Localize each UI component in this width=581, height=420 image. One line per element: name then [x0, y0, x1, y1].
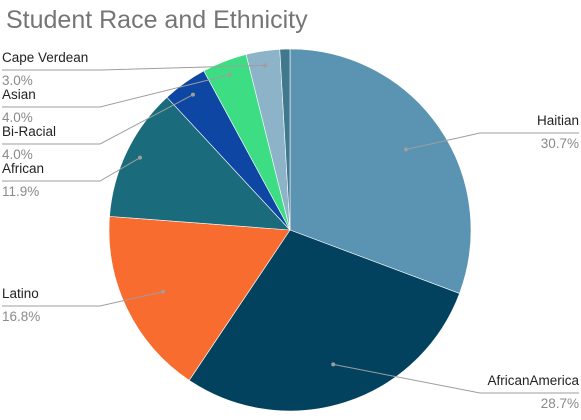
slice-value-haitian: 30.7% [541, 136, 579, 151]
leader-line-latino [2, 291, 164, 307]
leader-dot-latino [161, 289, 166, 294]
pie-slice-africanamerica [188, 229, 460, 412]
pie-slice-unlabeled [279, 48, 291, 231]
slice-label-bi-racial: Bi-Racial [2, 124, 56, 139]
slice-label-cape-verdean: Cape Verdean [2, 50, 88, 65]
pie-slice-latino [108, 216, 291, 381]
slice-label-africanamerica: AfricanAmerica [487, 373, 579, 388]
slice-value-latino: 16.8% [2, 309, 40, 324]
leader-dot-african [138, 155, 143, 160]
slice-value-cape-verdean: 3.0% [2, 73, 33, 88]
leader-dot-bi-racial [190, 92, 195, 97]
leader-line-haitian [405, 132, 579, 151]
slice-value-asian: 4.0% [2, 110, 33, 125]
leader-line-asian [2, 74, 230, 108]
slice-value-african: 11.9% [2, 184, 39, 199]
leader-line-cape-verdean [2, 64, 265, 71]
slice-label-african: African [2, 161, 44, 176]
leader-line-africanamerica [333, 363, 579, 394]
pie-slice-haitian [289, 48, 472, 294]
leader-dot-africanamerica [331, 362, 336, 367]
leader-line-african [2, 157, 141, 182]
chart-title: Student Race and Ethnicity [6, 6, 308, 34]
slice-label-asian: Asian [2, 87, 36, 102]
leader-line-bi-racial [2, 94, 194, 145]
slice-label-haitian: Haitian [537, 113, 579, 128]
leader-dot-haitian [404, 147, 409, 152]
leader-dot-asian [227, 72, 232, 77]
slice-value-bi-racial: 4.0% [2, 147, 33, 162]
leader-dot-cape-verdean [262, 63, 267, 68]
pie-slice-african [109, 96, 291, 231]
slice-label-latino: Latino [2, 286, 39, 301]
slice-value-africanamerica: 28.7% [541, 396, 579, 411]
